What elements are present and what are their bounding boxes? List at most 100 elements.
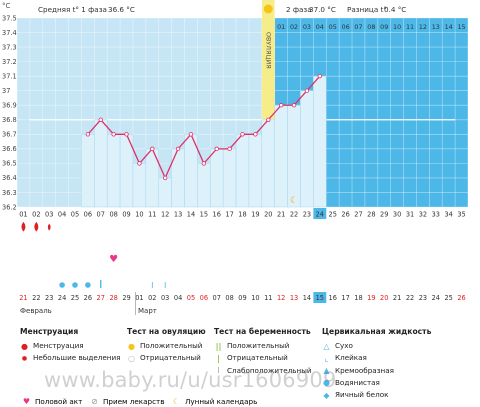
dry-icon: △ — [323, 341, 330, 351]
temperature-bar — [158, 177, 172, 208]
calendar-date: 22 — [406, 294, 414, 302]
legend-item: Слабоположительный — [227, 365, 312, 375]
month-feb: Февраль — [20, 307, 52, 315]
phase2-day-label: 10 — [393, 23, 401, 31]
legend-item: Отрицательный — [140, 353, 201, 363]
legend-item: Менструация — [33, 341, 84, 351]
header-right-band — [274, 0, 468, 18]
y-tick-label: 36.4 — [2, 174, 17, 182]
x-tick-label: 34 — [444, 211, 452, 219]
phase1-value: 36.6 °C — [108, 5, 135, 14]
watermark: www.baby.ru/u/usr1606909 — [44, 368, 337, 392]
x-tick-label: 23 — [303, 211, 311, 219]
calendar-date: 15 — [316, 294, 324, 302]
calendar-date: 26 — [457, 294, 465, 302]
legend-item: Клейкая — [335, 353, 367, 363]
calendar-date: 02 — [148, 294, 156, 302]
calendar-date: 19 — [367, 294, 375, 302]
calendar-date: 10 — [251, 294, 259, 302]
data-point — [175, 146, 181, 152]
phase2-day-label: 14 — [445, 23, 453, 31]
temperature-bar — [94, 119, 108, 208]
test-line-icon — [100, 280, 102, 288]
legend-item: Положительный — [140, 341, 203, 351]
calendar-date: 03 — [161, 294, 169, 302]
calendar-date: 11 — [264, 294, 272, 302]
phase2-day-label: 08 — [367, 23, 375, 31]
diff-label: Разница t° — [347, 5, 387, 14]
data-point — [137, 161, 142, 166]
calendar-date: 01 — [135, 294, 143, 302]
data-point — [278, 103, 284, 108]
temperature-bar — [235, 134, 250, 208]
diff-value: 0.4 °C — [384, 5, 406, 14]
y-tick-label: 36.5 — [2, 160, 17, 168]
data-point — [201, 161, 207, 166]
data-point — [85, 132, 91, 137]
x-tick-label: 15 — [200, 211, 208, 219]
data-point — [240, 132, 245, 137]
data-point — [227, 146, 232, 152]
fluid-icon — [72, 282, 78, 288]
today-box — [313, 208, 327, 219]
x-tick-label: 18 — [238, 211, 246, 219]
drop-icon: ● — [21, 341, 28, 351]
x-tick-label: 32 — [419, 211, 427, 219]
x-tick-label: 27 — [354, 211, 362, 219]
temperature-bar — [313, 75, 327, 208]
phase2-day-label: 03 — [303, 23, 311, 31]
data-point — [253, 132, 258, 137]
heart-icon: ♥ — [109, 254, 118, 265]
faint-line-icon: I — [217, 366, 220, 376]
phase2-day-label: 05 — [329, 23, 337, 31]
x-tick-label: 12 — [161, 211, 169, 219]
calendar-today-box — [313, 292, 327, 303]
x-tick-label: 35 — [457, 211, 465, 219]
phase2-day-label: 07 — [354, 23, 362, 31]
temperature-bar — [261, 119, 275, 208]
calendar-date: 21 — [19, 294, 27, 302]
legend-menstruation: Менструация ● Менструация ● Небольшие выде… — [20, 326, 120, 365]
data-point — [98, 117, 103, 122]
calendar-date: 26 — [84, 294, 92, 302]
phase1-label: Средняя t° 1 фаза — [38, 5, 107, 14]
y-tick-label: 37.4 — [2, 29, 17, 37]
calendar-date: 08 — [225, 294, 233, 302]
x-tick-label: 30 — [393, 211, 401, 219]
phase2-day-label: 02 — [290, 23, 298, 31]
x-tick-label: 20 — [264, 211, 272, 219]
menstruation-drop-icon — [34, 221, 39, 232]
legend-moon: ☾ Лунный календарь — [172, 397, 257, 406]
calendar-date: 13 — [290, 294, 298, 302]
x-tick-label: 24 — [316, 211, 324, 219]
header-left-band — [17, 0, 262, 18]
calendar-date: 12 — [277, 294, 285, 302]
y-tick-label: 36.6 — [2, 145, 17, 153]
egg-white-icon: ◆ — [323, 390, 330, 400]
calendar-date: 18 — [354, 294, 362, 302]
y-tick-label: 36.3 — [2, 189, 17, 197]
menstruation-drop-icon — [21, 221, 26, 232]
sticky-icon: ⌞ — [324, 354, 329, 363]
temperature-bar — [248, 134, 263, 208]
calendar-date: 29 — [122, 294, 130, 302]
y-tick-label: 36.8 — [2, 116, 17, 124]
x-tick-label: 29 — [380, 211, 388, 219]
legend-item: Небольшие выделения — [33, 353, 121, 363]
calendar-date: 25 — [71, 294, 79, 302]
y-tick-label: 37 — [2, 87, 10, 95]
legend-item: Половой акт — [35, 397, 83, 406]
faint-test-icon: I — [151, 281, 153, 290]
month-mar: Март — [138, 307, 157, 315]
creamy-icon: ▲ — [323, 366, 330, 376]
calendar-date: 14 — [303, 294, 311, 302]
x-tick-label: 19 — [251, 211, 259, 219]
data-point — [304, 88, 310, 93]
x-tick-label: 16 — [213, 211, 221, 219]
data-point — [162, 175, 168, 181]
single-line-icon: | — [217, 354, 220, 363]
x-tick-label: 26 — [341, 211, 349, 219]
legend-title: Цервикальная жидкость — [322, 327, 432, 336]
x-tick-label: 08 — [109, 211, 117, 219]
